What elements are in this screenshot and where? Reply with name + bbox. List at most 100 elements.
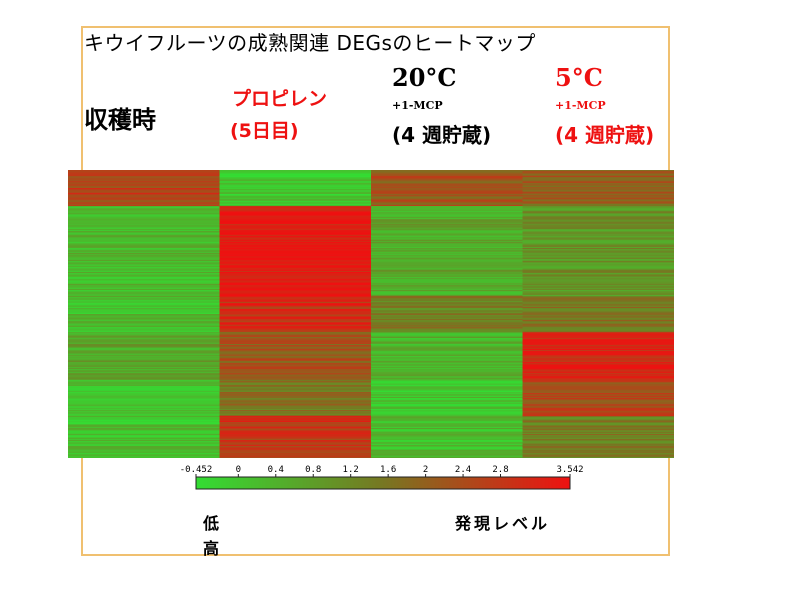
heatmap-cell (522, 254, 674, 256)
heatmap-cell (522, 419, 674, 422)
heatmap-cell (68, 407, 220, 410)
heatmap-cell (219, 330, 372, 333)
heatmap-cell (219, 179, 372, 182)
heatmap-cell (219, 447, 372, 449)
heatmap-cell (219, 233, 372, 236)
heatmap-cell (219, 227, 372, 230)
heatmap-cell (68, 420, 220, 423)
heatmap-cell (68, 324, 220, 327)
heatmap-cell (522, 315, 674, 317)
heatmap-cell (371, 336, 523, 339)
heatmap-cell (219, 346, 372, 349)
heatmap-cell (68, 269, 220, 272)
heatmap-cell (522, 288, 674, 291)
heatmap-cell (68, 396, 220, 399)
heatmap-cell (371, 375, 523, 377)
heatmap-cell (522, 327, 674, 329)
heatmap-cell (219, 327, 372, 329)
heatmap-cell (371, 388, 523, 391)
heatmap-cell (371, 294, 523, 297)
heatmap-cell (371, 304, 523, 307)
heatmap-cell (371, 372, 523, 375)
heatmap-cell (68, 401, 220, 404)
column-label-propylene-day: (5日目) (230, 120, 299, 142)
heatmap-cell (68, 356, 220, 358)
heatmap-cell (371, 232, 523, 235)
heatmap-cell (522, 275, 674, 278)
heatmap-cell (219, 411, 372, 413)
legend-low-label: 低 (203, 514, 220, 533)
heatmap-cell (68, 288, 220, 291)
heatmap-cell (371, 410, 523, 412)
heatmap-cell (219, 452, 372, 454)
heatmap-cell (219, 172, 372, 175)
heatmap-cell (68, 375, 220, 377)
heatmap-cell (68, 224, 220, 226)
heatmap-cell (371, 248, 523, 250)
heatmap-cell (68, 308, 220, 310)
heatmap-cell (219, 201, 372, 203)
heatmap-cell (522, 267, 674, 269)
heatmap-cell (522, 333, 674, 335)
heatmap-cell (371, 197, 523, 200)
heatmap-cell (522, 351, 674, 353)
heatmap-cell (371, 377, 523, 380)
heatmap-cell (68, 315, 220, 317)
heatmap-cell (522, 428, 674, 430)
heatmap-cell (371, 264, 523, 267)
heatmap-cell (219, 238, 372, 241)
heatmap-cell (68, 402, 220, 405)
heatmap-cell (68, 436, 220, 439)
heatmap-cell (522, 381, 674, 383)
heatmap-cell (68, 368, 220, 370)
heatmap-cell (219, 372, 372, 375)
heatmap-cell (68, 339, 220, 341)
heatmap-cell (219, 191, 372, 194)
heatmap-cell (522, 285, 674, 287)
heatmap-cell (522, 252, 674, 255)
heatmap-cell (371, 407, 523, 410)
heatmap-cell (371, 238, 523, 241)
heatmap-cell (219, 299, 372, 302)
heatmap-cell (219, 344, 372, 346)
heatmap-cell (219, 334, 372, 337)
heatmap-cell (371, 245, 523, 248)
heatmap-cell (371, 370, 523, 373)
heatmap-cell (522, 371, 674, 374)
heatmap-cell (68, 274, 220, 277)
heatmap-cell (371, 441, 523, 443)
heatmap-cell (68, 443, 220, 446)
heatmap-cell (68, 310, 220, 313)
heatmap-cell (371, 394, 523, 397)
heatmap-cell (68, 182, 220, 184)
heatmap-cell (522, 340, 674, 343)
heatmap-cell (219, 232, 372, 235)
heatmap-cell (68, 437, 220, 440)
heatmap-cell (522, 412, 674, 415)
heatmap-cell (219, 302, 372, 304)
heatmap-cell (522, 352, 674, 355)
heatmap-cell (371, 224, 523, 226)
heatmap-cell (68, 383, 220, 386)
heatmap-cell (219, 249, 372, 251)
heatmap-cell (219, 306, 372, 309)
heatmap-cell (371, 293, 523, 296)
heatmap-cell (68, 306, 220, 309)
heatmap-cell (371, 296, 523, 298)
heatmap-cell (68, 322, 220, 325)
heatmap-cell (68, 312, 220, 315)
heatmap-cell (219, 353, 372, 356)
heatmap-cell (68, 250, 220, 253)
heatmap-cell (522, 189, 674, 191)
heatmap-cell (68, 292, 220, 295)
heatmap-cell (68, 207, 220, 209)
heatmap-cell (371, 269, 523, 272)
heatmap-cell (219, 236, 372, 238)
column-label-20c: 20°C (392, 63, 457, 92)
heatmap-cell (371, 368, 523, 370)
heatmap-cell (219, 305, 372, 308)
heatmap-cell (371, 308, 523, 310)
column-label-20c-storage: (4 週貯蔵) (392, 123, 492, 147)
heatmap-cell (522, 329, 674, 332)
heatmap-cell (219, 425, 372, 428)
